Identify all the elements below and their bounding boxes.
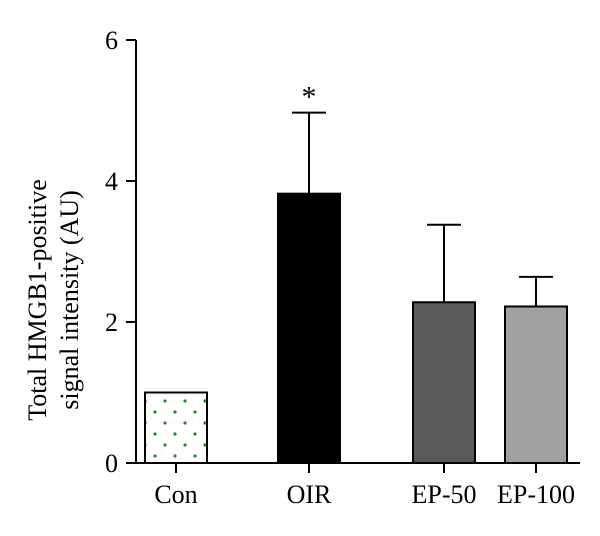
y-tick-label: 6 bbox=[105, 26, 118, 55]
y-tick-label: 4 bbox=[105, 167, 118, 196]
bar-oir bbox=[277, 192, 341, 464]
x-tick-label: OIR bbox=[287, 480, 332, 509]
y-axis-label-line-2: signal intensity (AU) bbox=[55, 190, 84, 410]
x-tick-label: EP-50 bbox=[412, 480, 477, 509]
y-tick-label: 2 bbox=[105, 308, 118, 337]
labels: 0 2 4 6 Con * OIR EP-50 EP-100 bbox=[105, 26, 575, 509]
y-tick-label: 0 bbox=[105, 449, 118, 478]
bars bbox=[144, 111, 568, 465]
bar-con bbox=[144, 391, 208, 464]
x-tick-label: Con bbox=[154, 480, 197, 509]
bar-ep-50 bbox=[412, 301, 476, 465]
x-tick-label: EP-100 bbox=[497, 480, 575, 509]
significance-marker: * bbox=[302, 81, 317, 114]
y-axis-label: Total HMGB1-positive signal intensity (A… bbox=[23, 179, 84, 421]
bar-ep-100 bbox=[504, 305, 568, 464]
y-axis-label-line-1: Total HMGB1-positive bbox=[23, 179, 52, 421]
